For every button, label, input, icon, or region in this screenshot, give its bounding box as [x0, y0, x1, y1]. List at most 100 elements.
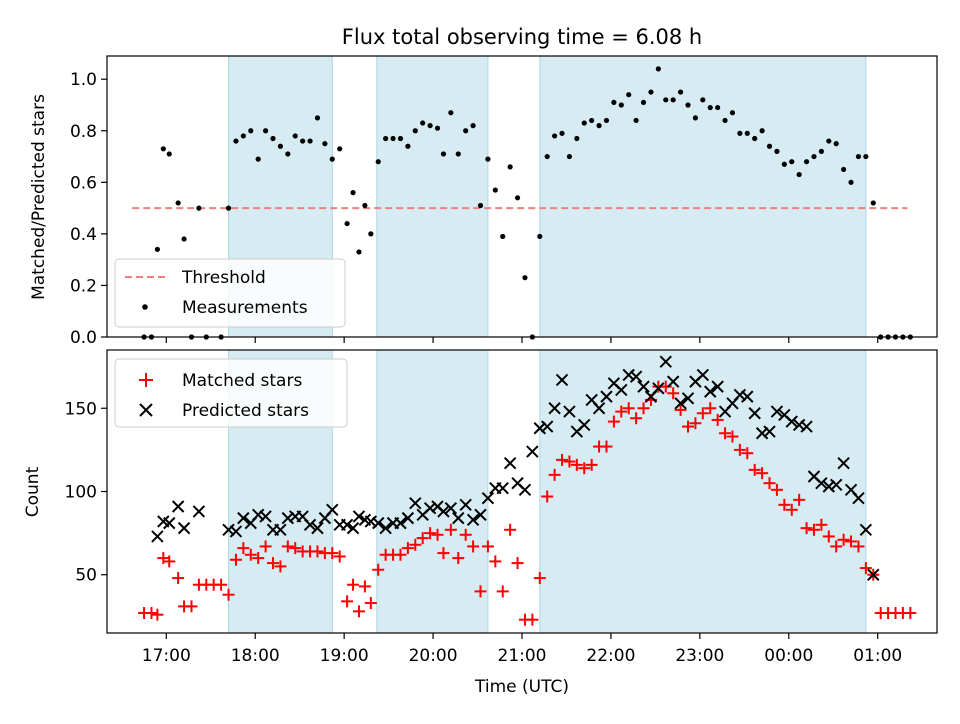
bottom-shaded-intervals	[228, 349, 867, 634]
y-tick-label: 0.2	[70, 276, 97, 296]
matched-star-point	[585, 458, 598, 471]
predicted-star-point	[459, 498, 472, 512]
measurement-point	[463, 128, 469, 134]
predicted-star-point	[748, 407, 761, 420]
measurement-point	[492, 187, 498, 193]
matched-star-point	[352, 605, 365, 618]
measurement-point	[405, 143, 411, 149]
measurement-point	[262, 128, 269, 134]
matched-star-point	[222, 588, 235, 601]
y-tick-label: 50	[75, 566, 97, 586]
bottom-x-ticks: 17:00 18:00 19:00 20:00 21:00 22:00 23:00 00:00…	[142, 633, 902, 666]
predicted-star-point	[822, 480, 836, 493]
matched-star-point	[244, 548, 257, 561]
matched-star-point	[793, 493, 806, 506]
matched-star-point	[401, 542, 414, 555]
matched-star-point	[556, 453, 569, 466]
top-legend-box	[114, 258, 346, 328]
matched-star-point	[409, 538, 422, 551]
predicted-star-point	[800, 420, 813, 433]
y-tick-label: 0.4	[70, 225, 97, 245]
predicted-star-point	[171, 500, 185, 513]
matched-star-point	[474, 585, 487, 598]
matched-star-point	[785, 503, 798, 516]
measurement-point	[707, 104, 713, 111]
matched-star-point	[674, 403, 687, 416]
measurement-point	[811, 153, 817, 160]
predicted-star-point	[555, 373, 569, 387]
measurement-point	[855, 153, 862, 160]
measurement-point	[397, 135, 404, 142]
measurement-point	[240, 133, 246, 139]
predicted-stars-legend-swatch	[139, 403, 153, 417]
predicted-star-point	[401, 511, 415, 525]
predicted-star-point	[852, 491, 865, 505]
measurement-point	[677, 89, 684, 95]
matched-stars-legend-label: Matched stars	[182, 371, 302, 391]
measurement-point	[626, 92, 632, 98]
measurement-point	[196, 205, 202, 211]
predicted-star-point	[637, 380, 650, 393]
x-tick-label: 17:00	[142, 646, 191, 666]
measurement-point	[737, 130, 743, 136]
predicted-star-point	[533, 422, 546, 435]
predicted-star-point	[192, 505, 206, 518]
measurement-point	[766, 143, 773, 149]
matched-star-point	[570, 458, 583, 471]
predicted-star-point	[372, 516, 385, 530]
predicted-star-point	[444, 501, 458, 515]
measurement-point	[566, 153, 573, 160]
matched-star-point	[696, 407, 709, 420]
matched-star-point	[600, 440, 613, 453]
matched-star-point	[541, 490, 554, 503]
matched-stars-legend-swatch	[139, 373, 153, 387]
y-tick-label: 100	[65, 483, 97, 503]
matched-star-point	[496, 585, 509, 598]
matched-star-point	[667, 387, 680, 400]
predicted-star-point	[237, 511, 250, 525]
matched-star-point	[622, 402, 635, 415]
matched-star-point	[172, 572, 185, 585]
measurement-point	[322, 141, 328, 147]
matched-star-point	[347, 578, 360, 591]
matched-star-point	[416, 532, 429, 545]
predicted-star-point	[830, 478, 843, 492]
matched-star-point	[267, 557, 279, 570]
bottom-legend: Matched stars Predicted stars	[114, 358, 348, 428]
x-tick-label: 00:00	[764, 646, 813, 666]
matched-star-point	[845, 535, 858, 548]
measurement-point	[300, 138, 306, 144]
predicted-star-point	[352, 510, 366, 523]
predicted-star-point	[815, 476, 828, 490]
measurement-point	[603, 117, 610, 124]
matched-star-point	[481, 540, 494, 553]
matched-star-point	[281, 540, 294, 553]
matched-star-point	[704, 402, 717, 415]
matched-star-point	[358, 580, 371, 593]
measurement-point	[507, 164, 513, 170]
y-tick-label: 150	[65, 399, 97, 419]
shaded-interval	[539, 349, 867, 634]
measurement-point	[160, 146, 166, 152]
measurement-point	[329, 156, 335, 162]
predicted-star-point	[303, 518, 317, 532]
matched-star-point	[637, 402, 650, 415]
measurement-point	[818, 148, 824, 154]
matched-star-point	[504, 523, 517, 536]
matched-star-point	[904, 607, 917, 620]
top-measurement-points	[141, 66, 913, 340]
predicted-star-point	[600, 390, 613, 403]
measurement-point	[270, 135, 276, 142]
bottom-panel: 50 100 150 17:00 18:00 19:00 20:00 21:00 22:00 2…	[23, 349, 938, 697]
matched-star-point	[274, 560, 287, 573]
matched-star-point	[859, 562, 872, 575]
measurement-point	[596, 123, 602, 129]
matched-star-point	[719, 427, 732, 440]
measurement-point	[175, 200, 181, 206]
matched-star-point	[151, 608, 164, 621]
matched-star-point	[548, 468, 561, 481]
predicted-star-point	[423, 501, 437, 515]
measurement-point	[618, 102, 624, 108]
predicted-star-point	[540, 420, 554, 433]
